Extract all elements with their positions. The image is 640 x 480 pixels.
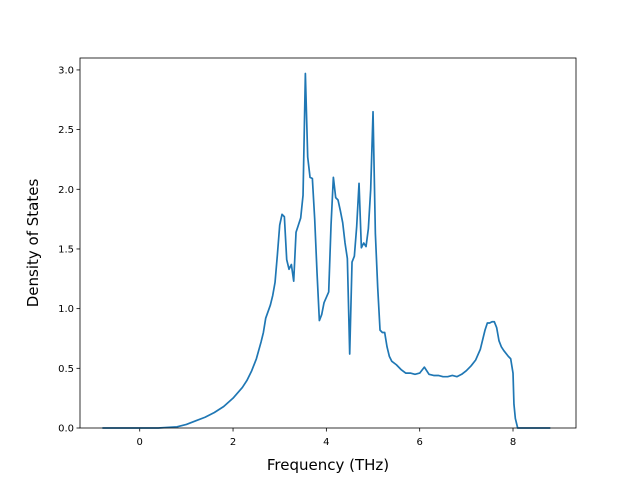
dos-series-line — [102, 72, 551, 429]
y-tick-label: 0.0 — [58, 424, 74, 435]
y-axis-ticks: 0.0 0.5 1.0 1.5 2.0 2.5 3.0 — [58, 65, 80, 435]
y-tick-label: 2.5 — [58, 125, 74, 136]
y-tick-label: 3.0 — [58, 65, 74, 76]
x-tick-label: 4 — [323, 437, 329, 448]
x-axis-label: Frequency (THz) — [267, 456, 389, 474]
y-axis-label: Density of States — [24, 179, 42, 308]
x-tick-label: 8 — [510, 437, 516, 448]
x-tick-label: 2 — [230, 437, 236, 448]
y-tick-label: 1.0 — [58, 304, 74, 315]
y-tick-label: 2.0 — [58, 185, 74, 196]
x-tick-label: 6 — [417, 437, 423, 448]
y-tick-label: 0.5 — [58, 364, 74, 375]
plot-frame — [79, 57, 577, 429]
x-axis-ticks: 0 2 4 6 8 — [137, 428, 516, 448]
y-tick-label: 1.5 — [58, 244, 74, 255]
x-tick-label: 0 — [137, 437, 143, 448]
